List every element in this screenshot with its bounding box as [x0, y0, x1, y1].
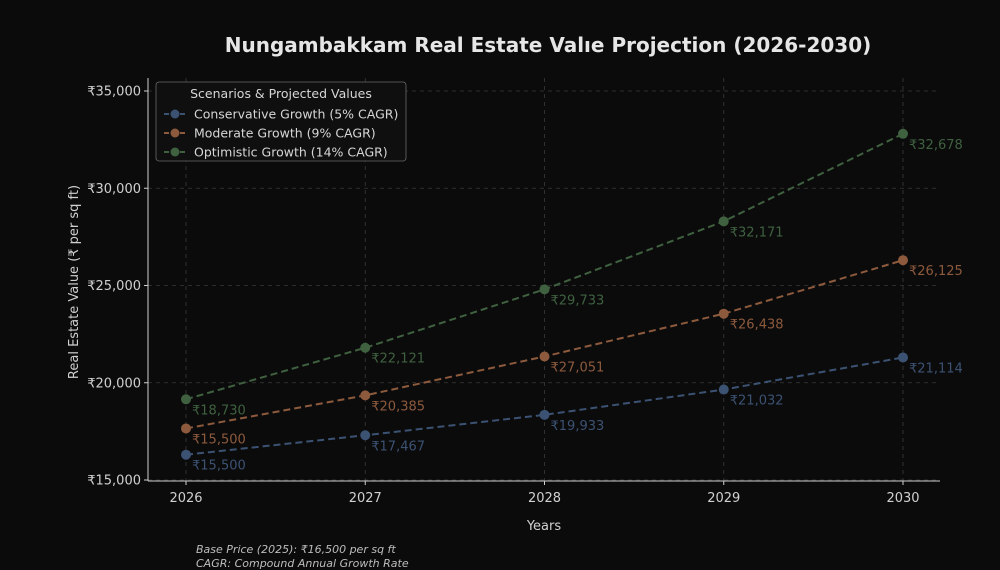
data-point: [539, 409, 550, 420]
data-point: [360, 390, 371, 401]
x-tick-label: 2028: [528, 491, 561, 506]
data-point: [718, 384, 729, 395]
data-label: ₹26,438: [730, 318, 784, 333]
legend-swatch-marker: [170, 109, 180, 119]
y-tick-label: ₹15,000: [87, 474, 141, 489]
data-label: ₹15,500: [192, 459, 246, 474]
data-label: ₹17,467: [371, 439, 425, 454]
x-tick-label: 2026: [169, 491, 202, 506]
data-label: ₹20,385: [371, 399, 425, 414]
data-label: ₹32,171: [730, 225, 784, 240]
data-label: ₹18,730: [192, 403, 246, 418]
y-tick-label: ₹35,000: [87, 85, 141, 100]
data-point: [181, 423, 191, 434]
y-tick-label: ₹30,000: [87, 182, 141, 197]
legend-title: Scenarios & Projected Values: [190, 86, 372, 101]
data-label: ₹21,032: [730, 394, 784, 409]
legend-label: Optimistic Growth (14% CAGR): [194, 145, 388, 160]
legend-swatch-marker: [170, 147, 180, 157]
data-point: [181, 394, 191, 405]
data-label: ₹22,121: [371, 352, 425, 367]
legend-label: Moderate Growth (9% CAGR): [194, 126, 376, 141]
chart-title: Nungambakkam Real Estate Valıe Projectio…: [225, 33, 872, 57]
data-point: [898, 128, 908, 139]
x-axis-label: Years: [526, 519, 562, 534]
data-label: ₹32,678: [909, 138, 963, 153]
y-tick-label: ₹20,000: [87, 376, 141, 391]
data-label: ₹19,933: [551, 419, 605, 434]
data-point: [539, 351, 550, 362]
data-label: ₹29,733: [551, 293, 605, 308]
x-tick-label: 2029: [707, 491, 740, 506]
legend-swatch-marker: [170, 128, 180, 138]
legend-box: [155, 81, 407, 162]
note-base-price: Base Price (2025): ₹16,500 per sq ft: [196, 543, 396, 556]
data-point: [718, 216, 729, 227]
y-axis-label: Real Estate Value (₹ per sq ft): [67, 185, 82, 379]
x-tick-label: 2030: [886, 491, 919, 506]
data-label: ₹27,051: [551, 360, 605, 375]
data-point: [539, 284, 550, 295]
data-label: ₹15,500: [192, 432, 246, 447]
data-point: [360, 342, 371, 353]
note-cagr: CAGR: Compound Annual Growth Rate: [196, 557, 409, 570]
data-point: [181, 449, 191, 460]
x-tick-label: 2027: [349, 491, 382, 506]
data-label: ₹21,114: [909, 361, 963, 376]
data-point: [898, 352, 908, 363]
data-label: ₹26,125: [909, 264, 963, 279]
legend-label: Conservative Growth (5% CAGR): [194, 107, 398, 122]
data-point: [718, 308, 729, 319]
data-point: [898, 255, 908, 266]
data-point: [360, 430, 371, 441]
y-tick-label: ₹25,000: [87, 279, 141, 294]
